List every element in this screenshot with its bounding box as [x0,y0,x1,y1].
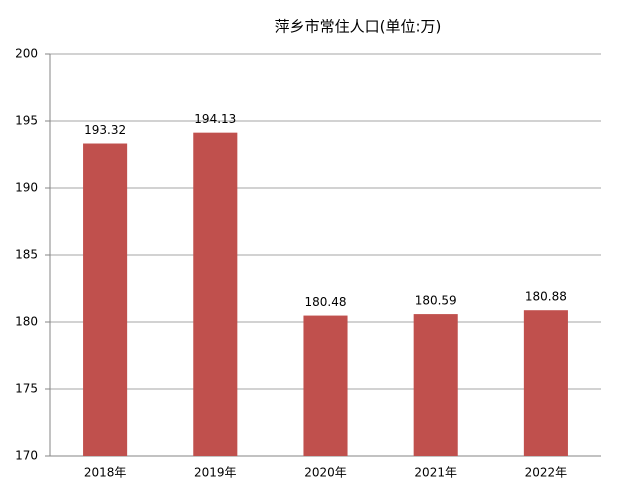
bar [413,314,458,456]
x-tick-label: 2019年 [194,466,237,480]
x-tick-label: 2020年 [304,466,347,480]
x-tick-label: 2022年 [525,466,568,480]
chart-title: 萍乡市常住人口(单位:万) [275,18,442,36]
data-label: 180.48 [305,295,347,309]
y-tick-label: 190 [15,181,38,195]
bar [193,132,238,456]
y-tick-label: 200 [15,47,38,61]
data-label: 180.59 [415,294,457,308]
data-label: 194.13 [194,112,236,126]
bar [83,143,128,456]
data-label: 180.88 [525,290,567,304]
bar [303,315,348,456]
x-tick-label: 2021年 [414,466,457,480]
y-tick-label: 185 [15,248,38,262]
data-label: 193.32 [84,123,126,137]
y-tick-label: 180 [15,315,38,329]
y-tick-label: 170 [15,449,38,463]
x-tick-label: 2018年 [84,466,127,480]
y-tick-label: 195 [15,114,38,128]
y-tick-label: 175 [15,382,38,396]
bar [523,310,568,456]
